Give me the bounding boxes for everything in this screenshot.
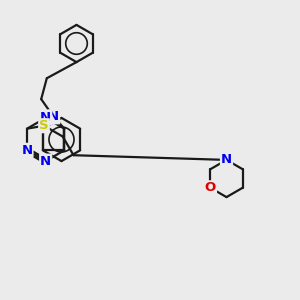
Text: S: S <box>39 119 49 132</box>
Text: N: N <box>40 111 51 124</box>
Text: N: N <box>40 154 51 168</box>
Text: N: N <box>221 153 232 167</box>
Text: N: N <box>21 144 32 157</box>
Text: N: N <box>48 110 59 123</box>
Text: O: O <box>205 181 216 194</box>
